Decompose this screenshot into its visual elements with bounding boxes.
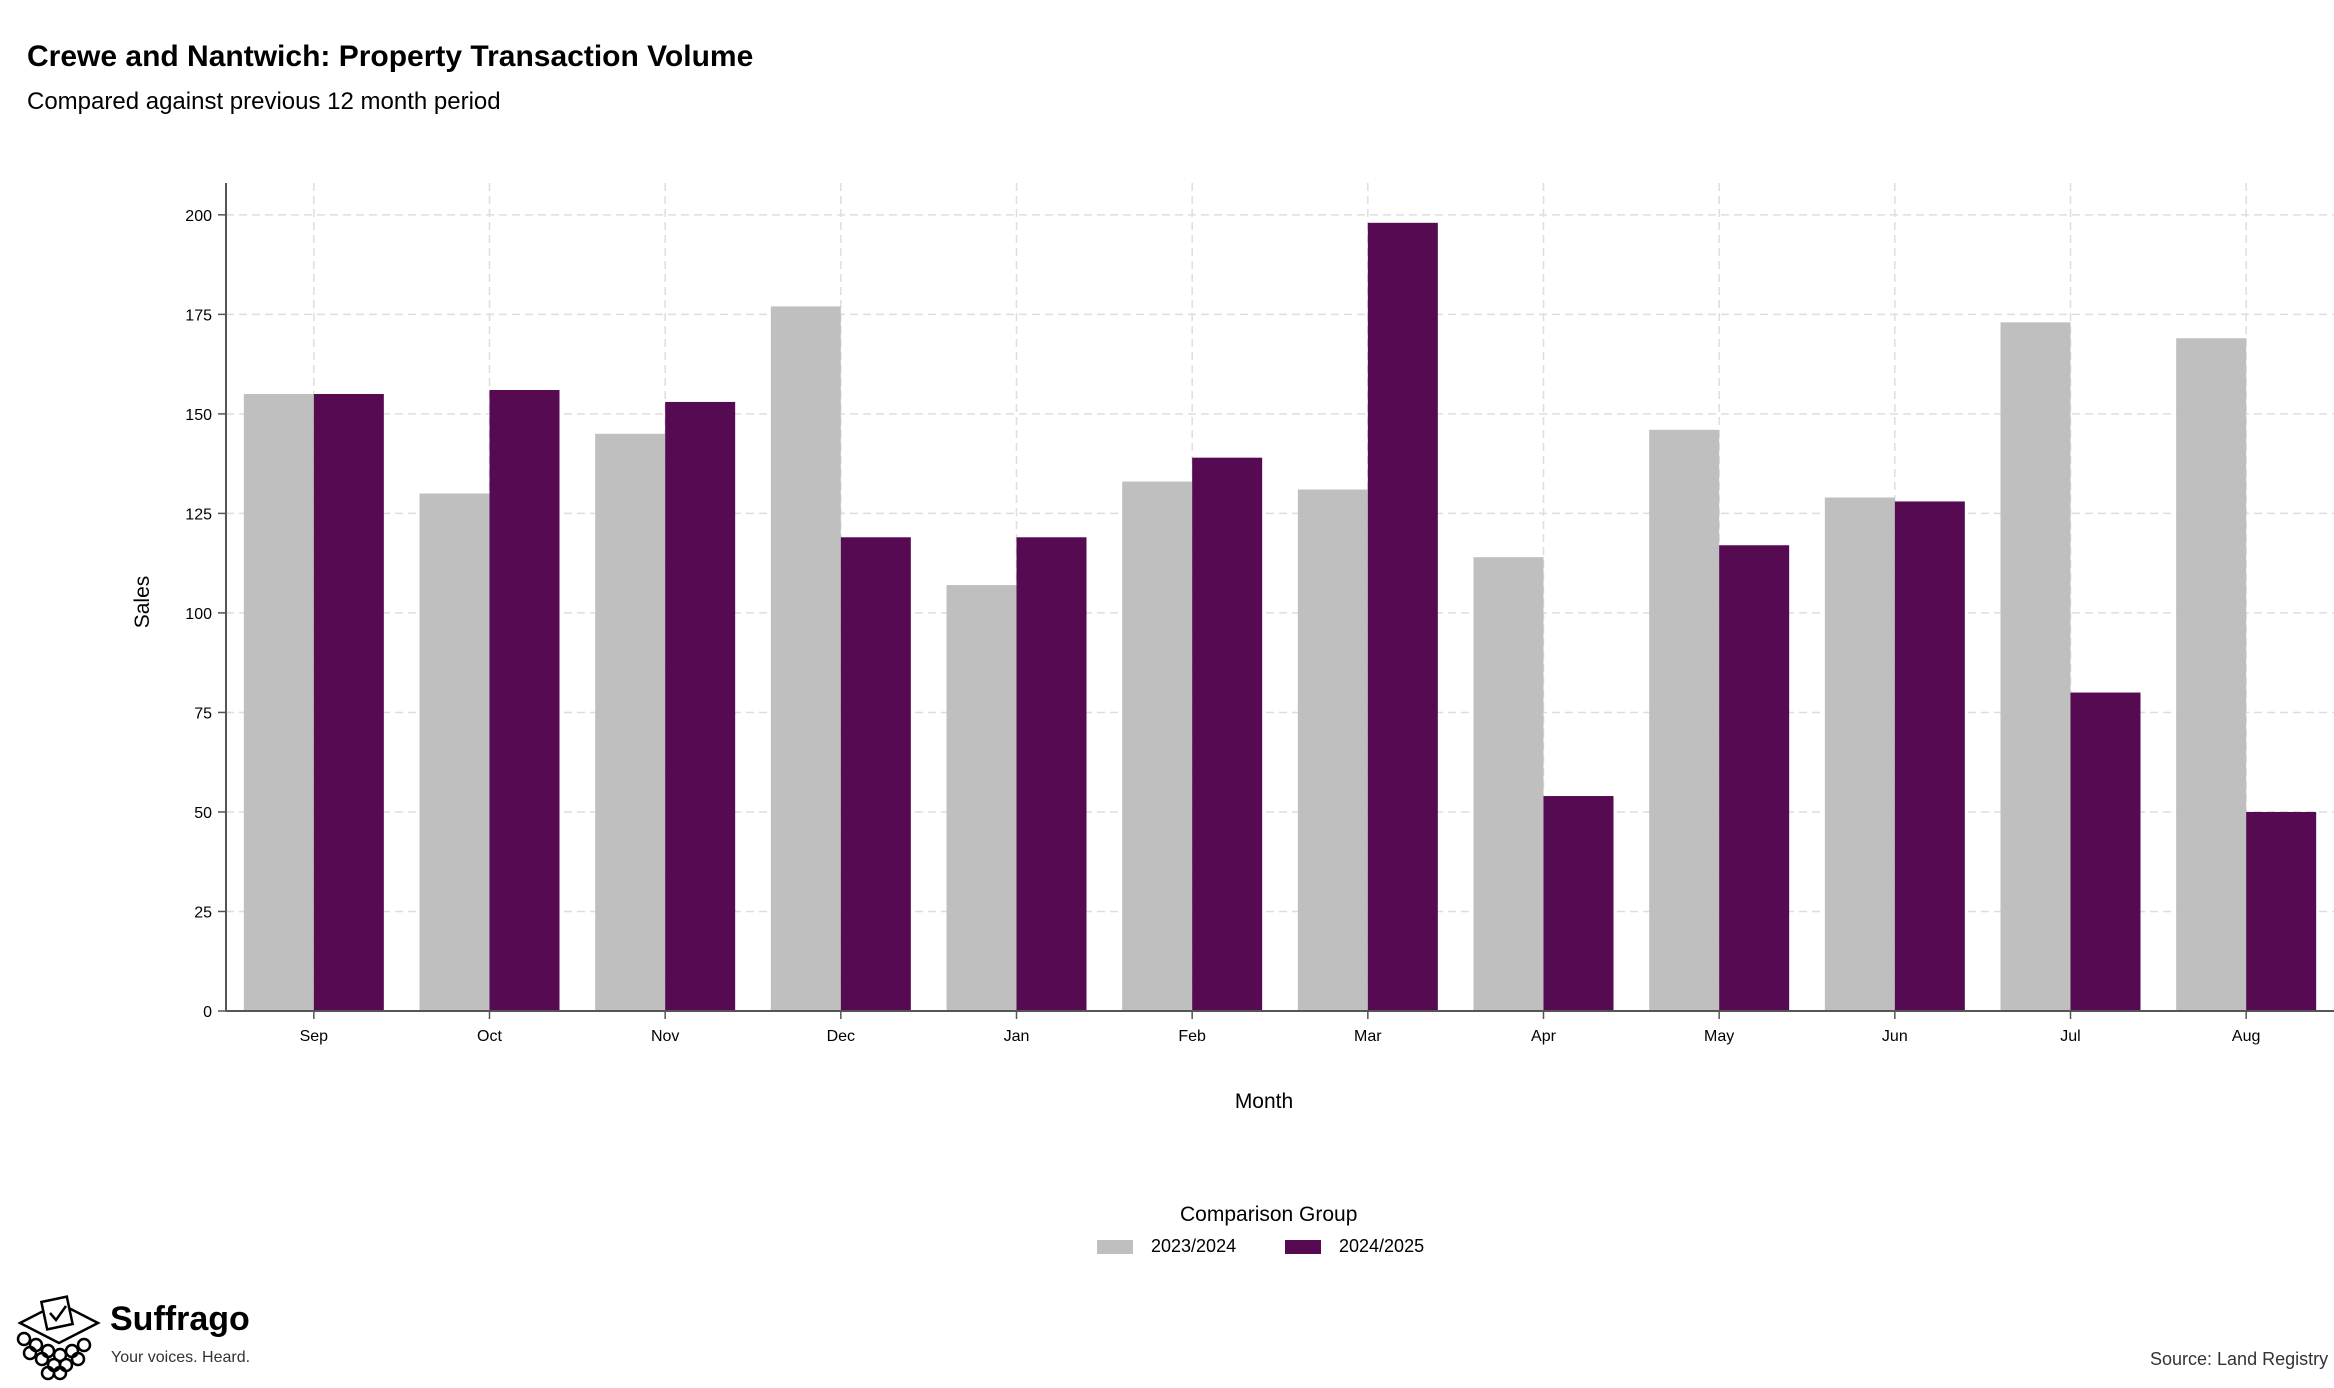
y-tick-label: 50 bbox=[194, 805, 212, 822]
brand-tagline: Your voices. Heard. bbox=[111, 1349, 251, 1366]
bar-2023-2024-aug bbox=[2176, 338, 2247, 1011]
bar-2024-2025-may bbox=[1719, 545, 1790, 1011]
legend-title: Comparison Group bbox=[1180, 1203, 1358, 1226]
y-tick-label: 25 bbox=[194, 904, 212, 921]
bar-2024-2025-oct bbox=[489, 390, 560, 1011]
x-axis-title: Month bbox=[1235, 1090, 1293, 1113]
x-tick-label: Mar bbox=[1354, 1028, 1382, 1045]
bar-2023-2024-mar bbox=[1297, 489, 1368, 1011]
source-note: Source: Land Registry bbox=[2150, 1349, 2329, 1369]
x-tick-label: Jan bbox=[1004, 1028, 1030, 1045]
bar-2023-2024-oct bbox=[419, 493, 490, 1011]
y-tick-label: 150 bbox=[185, 407, 212, 424]
axes: 0 25 50 75 100 125 150 175 200 Sep Oct Nov Dec Jan Feb… bbox=[185, 183, 2334, 1045]
x-tick-label: Feb bbox=[1178, 1028, 1206, 1045]
y-tick-label: 100 bbox=[185, 606, 212, 623]
bar-2024-2025-apr bbox=[1543, 796, 1614, 1011]
bar-2024-2025-mar bbox=[1367, 222, 1438, 1012]
legend-swatch bbox=[1285, 1239, 1321, 1254]
x-tick-label: Oct bbox=[477, 1028, 502, 1045]
bar-2023-2024-feb bbox=[1122, 481, 1193, 1011]
y-axis-title: Sales bbox=[131, 576, 154, 629]
ballot-box-icon bbox=[16, 1295, 101, 1381]
x-tick-label: May bbox=[1704, 1028, 1734, 1045]
bar-2024-2025-dec bbox=[840, 537, 911, 1011]
bar-2024-2025-feb bbox=[1192, 457, 1263, 1011]
bars bbox=[243, 222, 2317, 1012]
bar-2024-2025-aug bbox=[2246, 811, 2317, 1011]
y-tick-label: 175 bbox=[185, 307, 212, 324]
legend-item-2023-2024: 2023/2024 bbox=[1097, 1236, 1236, 1257]
legend-label: 2023/2024 bbox=[1151, 1236, 1237, 1256]
y-tick-label: 200 bbox=[185, 208, 212, 225]
x-tick-label: Dec bbox=[827, 1028, 855, 1045]
bar-2024-2025-jul bbox=[2070, 692, 2141, 1011]
bar-2023-2024-jan bbox=[946, 585, 1017, 1011]
x-tick-label: Aug bbox=[2232, 1028, 2260, 1045]
x-tick-label: Apr bbox=[1531, 1028, 1557, 1045]
bar-2024-2025-sep bbox=[313, 393, 384, 1011]
x-tick-label: Nov bbox=[651, 1028, 679, 1045]
legend-label: 2024/2025 bbox=[1339, 1236, 1425, 1256]
y-tick-label: 75 bbox=[194, 705, 212, 722]
bar-2024-2025-jan bbox=[1016, 537, 1087, 1011]
x-tick-label: Jul bbox=[2060, 1028, 2080, 1045]
bar-2023-2024-apr bbox=[1473, 557, 1544, 1011]
x-tick-label: Jun bbox=[1882, 1028, 1908, 1045]
bar-2023-2024-sep bbox=[243, 393, 314, 1011]
legend-item-2024-2025: 2024/2025 bbox=[1285, 1236, 1424, 1257]
bar-2023-2024-dec bbox=[770, 306, 841, 1012]
bar-2023-2024-nov bbox=[595, 433, 666, 1011]
bar-2023-2024-jun bbox=[1824, 497, 1895, 1011]
bar-2023-2024-may bbox=[1649, 429, 1720, 1011]
bar-2024-2025-jun bbox=[1894, 501, 1965, 1011]
bar-2024-2025-nov bbox=[665, 401, 736, 1011]
chart-title: Crewe and Nantwich: Property Transaction… bbox=[27, 40, 754, 73]
y-tick-label: 0 bbox=[203, 1004, 212, 1021]
y-tick-label: 125 bbox=[185, 506, 212, 523]
chart-subtitle: Compared against previous 12 month perio… bbox=[27, 88, 501, 115]
legend-swatch bbox=[1097, 1239, 1133, 1254]
bar-2023-2024-jul bbox=[2000, 322, 2071, 1012]
brand-name: Suffrago bbox=[110, 1300, 250, 1338]
x-tick-label: Sep bbox=[300, 1028, 329, 1045]
